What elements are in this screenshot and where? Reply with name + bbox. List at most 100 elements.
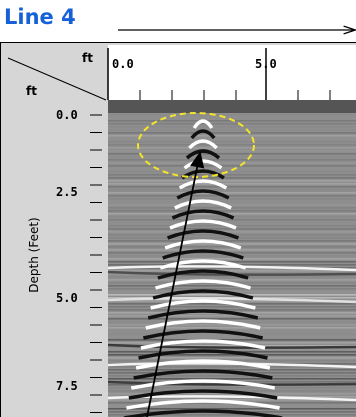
stripe	[108, 378, 356, 380]
title: Line 4	[4, 5, 76, 29]
y-tick-label: 0.0	[56, 108, 78, 122]
hyperbola	[190, 129, 216, 140]
hyperbola	[147, 309, 259, 320]
hyperbola	[192, 119, 214, 129]
hyperbola	[188, 139, 218, 150]
stripe	[108, 318, 356, 320]
stripe	[108, 279, 356, 281]
stripe	[108, 375, 356, 377]
y-unit: ft	[26, 84, 37, 98]
stripe	[108, 171, 356, 173]
hyperbola	[185, 149, 221, 160]
x-ruler	[108, 45, 356, 100]
stripe	[108, 261, 356, 263]
stripe	[108, 150, 356, 152]
stripe	[108, 354, 356, 356]
hyperbola	[157, 269, 249, 280]
stripe	[108, 168, 356, 170]
stripe	[108, 249, 356, 251]
reflector	[108, 380, 356, 386]
reflector	[108, 362, 356, 369]
stripe	[108, 252, 356, 254]
radargram-image	[108, 100, 356, 417]
stripe	[108, 177, 356, 179]
stripe	[108, 126, 356, 128]
stripe	[108, 408, 356, 410]
stripe	[108, 366, 356, 368]
stripe	[108, 117, 356, 119]
hyperbola	[159, 259, 247, 270]
stripe	[108, 162, 356, 164]
stripe	[108, 309, 356, 311]
stripe	[108, 237, 356, 239]
stripe	[108, 369, 356, 371]
hyperbola	[145, 319, 261, 330]
stripe	[108, 276, 356, 278]
stripe	[108, 189, 356, 191]
stripe	[108, 195, 356, 197]
hyperbola	[171, 209, 235, 220]
hyperbola	[178, 179, 228, 190]
stripe	[108, 414, 356, 416]
stripe	[108, 330, 356, 332]
reflector	[108, 270, 356, 276]
stripe	[108, 153, 356, 155]
stripe	[108, 405, 356, 407]
hyperbola	[176, 189, 230, 200]
hyperbola	[135, 359, 271, 370]
stripe	[108, 132, 356, 134]
stripe	[108, 141, 356, 143]
hyperbola	[166, 229, 240, 240]
hyperbola	[142, 329, 264, 340]
stripe	[108, 258, 356, 260]
hyperbola	[169, 219, 237, 230]
stripe	[108, 147, 356, 149]
stripe	[108, 288, 356, 290]
stripe	[108, 228, 356, 230]
hyperbola	[138, 349, 268, 360]
x-unit: ft	[82, 51, 93, 65]
stripe	[108, 186, 356, 188]
hyperbola	[164, 239, 242, 250]
hyperbola	[128, 389, 278, 400]
y-tick-label: 5.0	[56, 291, 78, 305]
stripe	[108, 135, 356, 137]
hyperbola	[130, 379, 276, 390]
hyperbola	[154, 279, 252, 290]
stripe	[108, 387, 356, 389]
stripe	[108, 300, 356, 302]
reflector	[108, 343, 356, 349]
stripe	[108, 183, 356, 185]
stripe	[108, 198, 356, 200]
stripe	[108, 327, 356, 329]
stripe	[108, 336, 356, 338]
stripe	[108, 204, 356, 206]
stripe	[108, 201, 356, 203]
hyperbola	[126, 399, 280, 410]
stripe	[108, 174, 356, 176]
stripe	[108, 159, 356, 161]
stripe	[108, 129, 356, 131]
hyperbola	[174, 199, 232, 210]
stripe	[108, 240, 356, 242]
stripe	[108, 123, 356, 125]
stripe	[108, 357, 356, 359]
stripe	[108, 339, 356, 341]
ruler-ticks	[90, 48, 331, 413]
hyperbola	[140, 339, 266, 350]
hyperbola	[150, 299, 256, 310]
stripe	[108, 138, 356, 140]
hyperbola	[133, 369, 273, 380]
stripe	[108, 345, 356, 347]
stripe	[108, 114, 356, 116]
stripe	[108, 231, 356, 233]
stripe	[108, 207, 356, 209]
stripe	[108, 399, 356, 401]
stripe	[108, 324, 356, 326]
stripe	[108, 144, 356, 146]
stripe	[108, 213, 356, 215]
stripe	[108, 222, 356, 224]
stripe	[108, 306, 356, 308]
